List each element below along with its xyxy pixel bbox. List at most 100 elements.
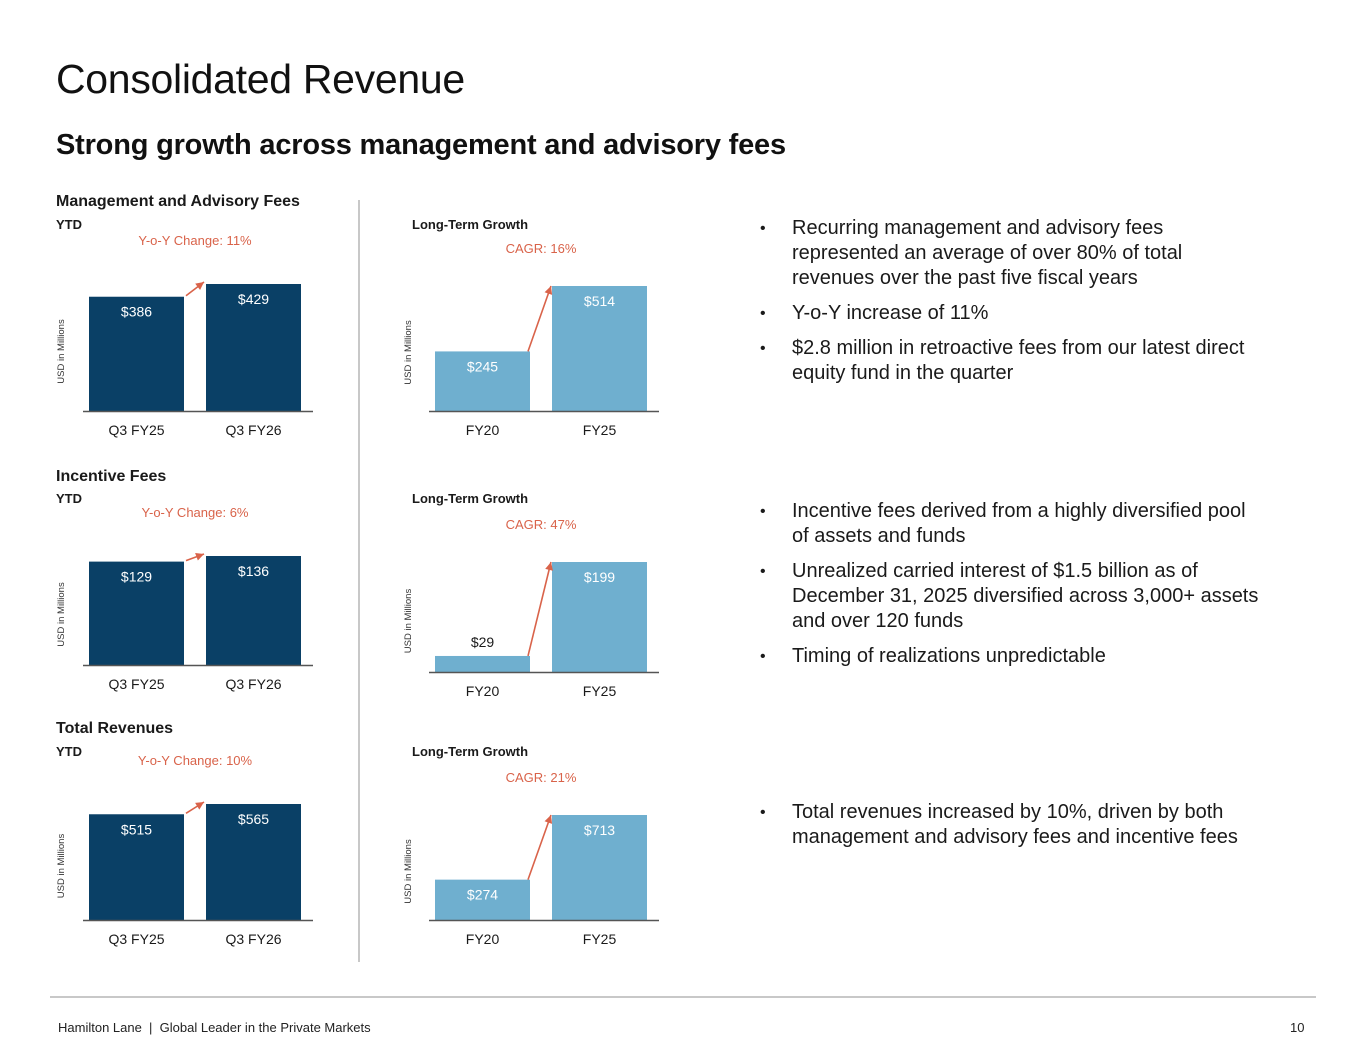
x-tick-label: Q3 FY26 [225, 931, 281, 947]
bar [206, 284, 301, 411]
bar-value-label: $386 [121, 304, 152, 320]
x-tick-label: Q3 FY25 [108, 676, 164, 692]
y-axis-label: USD in Millions [403, 320, 414, 385]
y-axis-label: USD in Millions [403, 839, 414, 904]
x-tick-label: Q3 FY25 [108, 422, 164, 438]
bullet-icon: • [760, 305, 766, 322]
growth-arrow-line [527, 814, 552, 880]
bar [552, 562, 647, 672]
bar [89, 561, 184, 665]
bar [89, 814, 184, 920]
arrowhead-icon [544, 286, 553, 295]
bar-value-label: $274 [467, 887, 498, 903]
bullet-icon: • [760, 340, 766, 357]
x-tick-label: FY20 [466, 683, 500, 699]
ytd-label: YTD [56, 217, 82, 232]
arrowhead-icon [545, 562, 553, 571]
bar-value-label: $199 [584, 569, 615, 585]
section-title-incentive-fees: Incentive Fees [56, 468, 167, 485]
bar [552, 815, 647, 920]
chart-incentive-fees-ytd: USD in Millions Y-o-Y Change: 6% $129 Q3 FY… [56, 505, 313, 692]
bar [435, 351, 530, 411]
chart-total-revenues-long-term: USD in Millions CAGR: 21% $274 FY20 $713 FY25 [403, 770, 659, 947]
bar-value-label: $565 [238, 811, 269, 827]
y-axis-label: USD in Millions [56, 319, 67, 384]
chart-total-revenues-ytd: USD in Millions Y-o-Y Change: 10% $515 Q3 F… [56, 753, 313, 947]
section-title-management-fees: Management and Advisory Fees [56, 193, 300, 210]
footer-text: Hamilton Lane | Global Leader in the Pri… [58, 1020, 371, 1035]
x-tick-label: FY25 [583, 683, 617, 699]
yoy-change-annotation: Y-o-Y Change: 11% [138, 233, 252, 248]
yoy-change-annotation: Y-o-Y Change: 10% [138, 753, 253, 768]
bullet-icon: • [760, 648, 766, 665]
long-term-growth-label: Long-Term Growth [412, 491, 529, 506]
chart-management-fees-ytd: USD in Millions Y-o-Y Change: 11% $386 Q3 F… [56, 233, 313, 438]
bar-value-label: $29 [471, 634, 495, 650]
page-subtitle: Strong growth across management and advi… [56, 129, 786, 161]
growth-arrow-line [527, 285, 552, 352]
chart-management-fees-long-term: USD in Millions CAGR: 16% $245 FY20 $514 FY25 [403, 241, 659, 438]
x-tick-label: Q3 FY26 [225, 676, 281, 692]
arrowhead-icon [195, 802, 204, 810]
y-axis-label: USD in Millions [56, 582, 67, 647]
yoy-change-annotation: Y-o-Y Change: 6% [142, 505, 249, 520]
x-tick-label: FY25 [583, 422, 617, 438]
bar-value-label: $713 [584, 822, 615, 838]
bullet-item: • $2.8 million in retroactive fees from o… [760, 336, 1260, 386]
bar-value-label: $136 [238, 563, 269, 579]
bullet-item: • Timing of realizations unpredictable [760, 644, 1260, 669]
vertical-divider [358, 200, 360, 962]
bar-value-label: $514 [584, 293, 615, 309]
bullet-item: • Unrealized carried interest of $1.5 bil… [760, 559, 1260, 634]
arrowhead-icon [544, 815, 553, 824]
cagr-annotation: CAGR: 16% [506, 241, 577, 256]
bullet-icon: • [760, 563, 766, 580]
bullet-item: • Total revenues increased by 10%, driven… [760, 800, 1260, 850]
bullet-text: $2.8 million in retroactive fees from ou… [792, 337, 1245, 384]
ytd-label: YTD [56, 744, 82, 759]
y-axis-label: USD in Millions [403, 589, 414, 654]
cagr-annotation: CAGR: 21% [506, 770, 577, 785]
long-term-growth-label: Long-Term Growth [412, 744, 529, 759]
bullet-list-management-fees: • Recurring management and advisory fees … [760, 216, 1260, 396]
page-number: 10 [1290, 1020, 1305, 1035]
bullet-text: Unrealized carried interest of $1.5 bill… [792, 560, 1259, 632]
bullet-icon: • [760, 220, 766, 237]
x-tick-label: Q3 FY26 [225, 422, 281, 438]
y-axis-label: USD in Millions [56, 834, 67, 899]
bullet-text: Timing of realizations unpredictable [792, 645, 1106, 667]
bullet-list-incentive-fees: • Incentive fees derived from a highly di… [760, 499, 1260, 679]
bar [435, 655, 530, 672]
x-tick-label: Q3 FY25 [108, 931, 164, 947]
bullet-text: Incentive fees derived from a highly div… [792, 500, 1246, 547]
bullet-item: • Y-o-Y increase of 11% [760, 301, 1260, 326]
ytd-label: YTD [56, 491, 82, 506]
cagr-annotation: CAGR: 47% [506, 517, 577, 532]
long-term-growth-label: Long-Term Growth [412, 217, 529, 232]
bullet-text: Y-o-Y increase of 11% [792, 302, 989, 324]
footer-divider [50, 996, 1316, 998]
x-tick-label: FY20 [466, 422, 500, 438]
chart-incentive-fees-long-term: USD in Millions CAGR: 47% $29 FY20 $199 FY25 [403, 517, 659, 699]
bullet-text: Recurring management and advisory fees r… [792, 217, 1183, 289]
bar [206, 804, 301, 920]
bullet-icon: • [760, 503, 766, 520]
page-title: Consolidated Revenue [56, 56, 465, 102]
bar [435, 879, 530, 920]
bar [552, 286, 647, 411]
bullet-text: Total revenues increased by 10%, driven … [792, 801, 1238, 848]
growth-arrow-line [527, 561, 552, 657]
section-title-total-revenues: Total Revenues [56, 720, 174, 737]
bullet-list-total-revenues: • Total revenues increased by 10%, driven… [760, 800, 1260, 860]
arrowhead-icon [195, 282, 204, 291]
bullet-icon: • [760, 804, 766, 821]
bullet-item: • Recurring management and advisory fees … [760, 216, 1260, 291]
bar-value-label: $515 [121, 821, 152, 837]
x-tick-label: FY20 [466, 931, 500, 947]
bar-value-label: $429 [238, 291, 269, 307]
bar-value-label: $245 [467, 358, 498, 374]
bar-value-label: $129 [121, 569, 152, 585]
bullet-item: • Incentive fees derived from a highly di… [760, 499, 1260, 549]
x-tick-label: FY25 [583, 931, 617, 947]
bar [206, 556, 301, 665]
